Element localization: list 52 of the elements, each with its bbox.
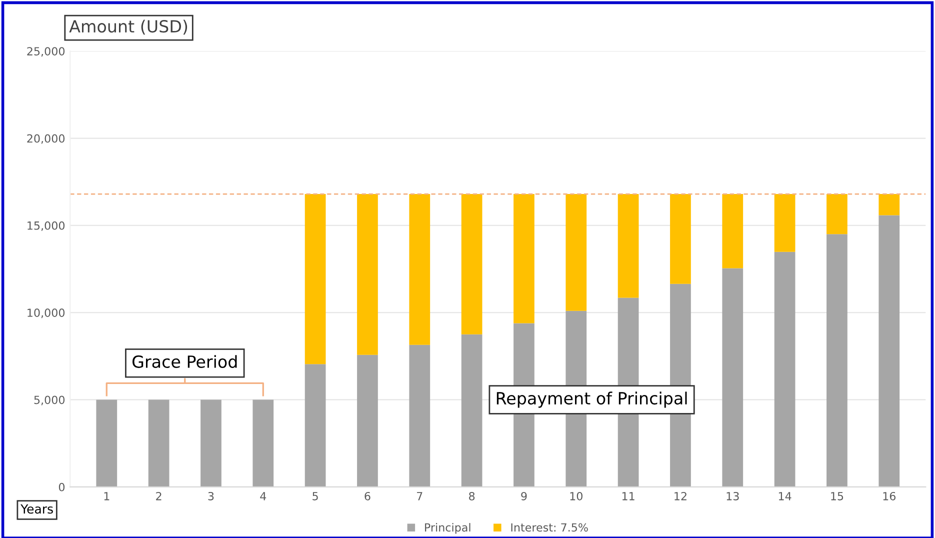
bar [461, 334, 482, 487]
y-axis-title: Amount (USD) [69, 20, 188, 35]
x-tick-label: 2 [156, 492, 162, 500]
bar [252, 400, 274, 487]
x-tick-label: 10 [570, 492, 582, 500]
bar [618, 194, 639, 298]
bar [357, 194, 378, 355]
y-tick-label: 5,000 [34, 396, 65, 406]
bar [304, 194, 326, 364]
x-tick-label: 8 [469, 492, 475, 500]
bar [722, 268, 744, 487]
x-tick-label: 14 [778, 492, 792, 500]
bar [722, 194, 744, 268]
bar [774, 252, 796, 487]
x-axis-title: Years [20, 504, 53, 514]
x-tick-label: 16 [883, 492, 896, 500]
bar [878, 215, 900, 487]
bar [357, 354, 378, 487]
y-tick-label: 10,000 [28, 308, 65, 318]
bar [461, 194, 482, 334]
annotation: Grace Period [132, 355, 237, 368]
bar [514, 194, 534, 324]
x-tick-label: 11 [622, 492, 634, 500]
bar [96, 400, 118, 487]
x-tick-label: 4 [260, 492, 266, 500]
bar [200, 400, 222, 487]
x-tick-label: 3 [208, 492, 214, 500]
bar [826, 194, 848, 234]
bar [409, 344, 430, 487]
x-tick-label: 12 [674, 492, 686, 500]
x-tick-label: 7 [417, 492, 422, 500]
x-tick-label: 9 [521, 492, 527, 500]
y-tick-label: 15,000 [28, 221, 65, 231]
legend-label: Interest: 7.5% [511, 523, 588, 532]
x-tick-label: 15 [831, 492, 844, 500]
bar [826, 234, 848, 487]
y-tick-label: 0 [58, 482, 65, 492]
legend-label: Principal [425, 523, 470, 534]
y-tick-label: 20,000 [27, 134, 65, 144]
bar [878, 194, 900, 216]
bar [148, 400, 170, 487]
x-tick-label: 13 [726, 492, 739, 500]
bar [304, 364, 326, 487]
bar [670, 194, 691, 284]
bar [566, 194, 587, 311]
x-tick-label: 6 [364, 492, 370, 500]
annotation: Repayment of Principal [496, 392, 687, 408]
bar [774, 194, 796, 252]
bar [409, 194, 430, 345]
y-tick-label: 25,000 [27, 47, 65, 57]
x-tick-label: 1 [104, 492, 110, 500]
x-tick-label: 5 [312, 492, 318, 500]
